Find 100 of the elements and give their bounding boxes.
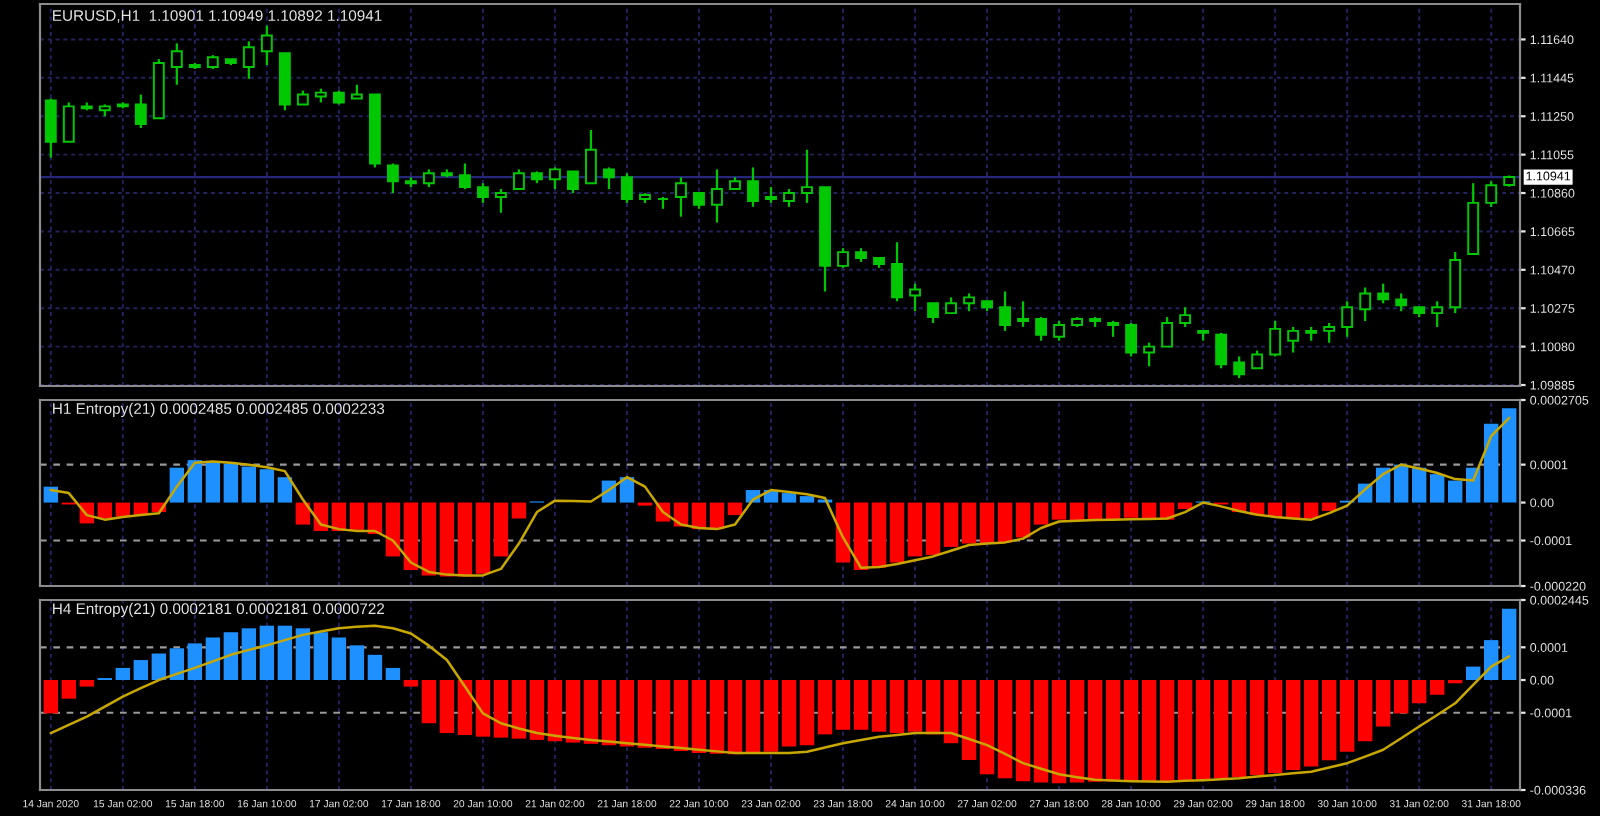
bar — [1303, 680, 1319, 767]
bar — [151, 653, 167, 681]
bar — [601, 680, 617, 746]
bar — [979, 502, 995, 544]
bar — [1051, 680, 1067, 784]
bar — [1069, 680, 1085, 783]
candlestick — [44, 97, 57, 159]
bar — [547, 680, 563, 742]
candlestick — [170, 42, 183, 86]
candlestick — [603, 166, 615, 191]
bar — [1267, 680, 1283, 773]
candlestick — [513, 168, 525, 191]
bar — [457, 680, 473, 736]
bar — [295, 502, 311, 525]
candlestick — [927, 302, 939, 325]
bar — [277, 625, 293, 681]
bar — [655, 680, 671, 750]
bar — [43, 680, 58, 714]
bar — [565, 680, 581, 743]
bar — [1051, 502, 1067, 520]
candlestick — [1431, 300, 1444, 329]
candlestick — [711, 168, 723, 224]
bar — [475, 502, 491, 574]
bar — [43, 486, 58, 503]
bar — [1087, 680, 1103, 782]
bar — [1502, 608, 1517, 681]
bar — [1177, 680, 1193, 781]
bar — [439, 502, 455, 577]
bar — [331, 637, 347, 681]
bar — [853, 502, 869, 571]
bar — [997, 680, 1013, 779]
candlestick — [1017, 300, 1029, 329]
bar — [61, 680, 77, 699]
bar — [619, 680, 635, 747]
bar — [493, 680, 509, 738]
bar — [439, 680, 455, 734]
line-series — [49, 624, 1511, 784]
bar — [403, 680, 419, 687]
bar — [1015, 680, 1031, 782]
bar — [925, 680, 941, 735]
bar — [1375, 680, 1391, 727]
candlestick — [242, 40, 255, 80]
bar — [97, 502, 113, 519]
candlestick — [1359, 286, 1372, 323]
candlestick — [549, 166, 561, 191]
candlestick — [1179, 306, 1192, 329]
bar — [889, 502, 905, 563]
bar — [1249, 680, 1265, 775]
bar — [1231, 680, 1247, 777]
bar — [457, 502, 473, 577]
candlestick — [1233, 355, 1246, 380]
bar — [637, 680, 653, 748]
bar — [223, 632, 239, 681]
bar — [1123, 502, 1139, 518]
bar — [925, 502, 941, 555]
bar — [799, 680, 815, 746]
bar — [907, 502, 923, 557]
bar — [259, 625, 275, 681]
bar — [259, 469, 275, 503]
bar — [961, 502, 977, 544]
bar — [187, 460, 203, 503]
bar — [673, 680, 689, 752]
bar — [1069, 502, 1085, 521]
candlestick — [1485, 180, 1498, 208]
bar — [241, 628, 257, 681]
bar — [889, 680, 905, 734]
bar — [943, 680, 959, 744]
candlestick — [1215, 331, 1228, 370]
candlestick — [477, 182, 489, 204]
bar — [1393, 464, 1409, 503]
candlestick — [909, 282, 921, 313]
bar — [727, 680, 743, 755]
bar — [223, 463, 239, 503]
bar — [1411, 680, 1427, 704]
bar — [817, 680, 833, 735]
bar — [205, 461, 221, 503]
bar — [907, 680, 923, 732]
candlestick — [1143, 341, 1156, 368]
candlestick — [1035, 315, 1047, 342]
bar — [133, 660, 149, 681]
candlestick — [62, 101, 75, 143]
candlestick — [1377, 282, 1390, 305]
bar — [997, 502, 1013, 543]
line-series — [49, 416, 1511, 577]
bar — [115, 667, 131, 681]
bar — [241, 466, 257, 503]
candlestick — [567, 170, 579, 195]
candlestick — [621, 172, 633, 204]
candlestick — [1053, 319, 1065, 342]
bar — [727, 502, 743, 516]
bar — [1123, 680, 1139, 782]
bar — [1321, 680, 1337, 761]
bar — [1015, 502, 1031, 538]
candlestick — [1125, 321, 1138, 358]
bar — [1285, 680, 1301, 771]
bar — [871, 502, 887, 568]
bar — [385, 667, 401, 681]
bar — [1483, 423, 1499, 503]
bar — [1159, 680, 1175, 782]
bar — [853, 680, 869, 730]
